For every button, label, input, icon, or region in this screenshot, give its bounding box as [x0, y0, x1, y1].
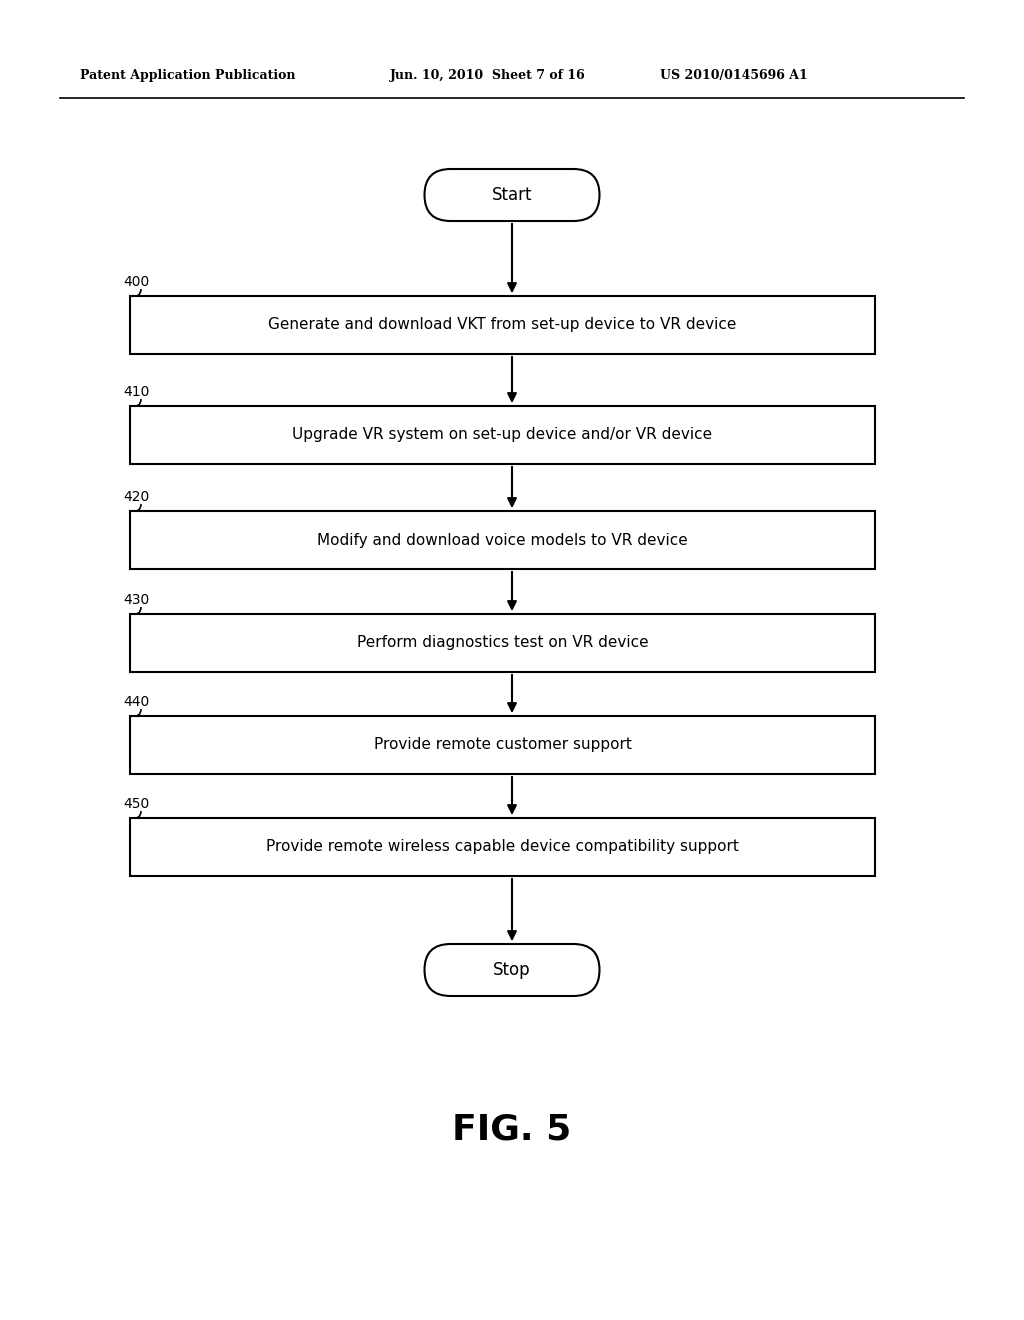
Text: Modify and download voice models to VR device: Modify and download voice models to VR d…	[317, 532, 688, 548]
Bar	[130, 818, 874, 876]
Text: 430: 430	[123, 593, 150, 607]
Bar	[130, 407, 874, 465]
FancyBboxPatch shape	[425, 944, 599, 997]
Text: Patent Application Publication: Patent Application Publication	[80, 69, 296, 82]
Text: 420: 420	[123, 490, 150, 504]
Text: Start: Start	[492, 186, 532, 205]
Text: Upgrade VR system on set-up device and/or VR device: Upgrade VR system on set-up device and/o…	[293, 428, 713, 442]
Text: US 2010/0145696 A1: US 2010/0145696 A1	[660, 69, 808, 82]
Text: Jun. 10, 2010  Sheet 7 of 16: Jun. 10, 2010 Sheet 7 of 16	[390, 69, 586, 82]
Text: FIG. 5: FIG. 5	[453, 1113, 571, 1147]
Bar	[130, 614, 874, 672]
Bar	[130, 296, 874, 354]
Bar	[130, 715, 874, 774]
Text: Generate and download VKT from set-up device to VR device: Generate and download VKT from set-up de…	[268, 318, 736, 333]
Text: Stop: Stop	[494, 961, 530, 979]
Text: Perform diagnostics test on VR device: Perform diagnostics test on VR device	[356, 635, 648, 651]
Bar	[130, 511, 874, 569]
Text: 410: 410	[123, 385, 150, 399]
Text: 400: 400	[123, 275, 150, 289]
Text: 450: 450	[123, 797, 150, 810]
Text: Provide remote customer support: Provide remote customer support	[374, 738, 632, 752]
Text: 440: 440	[123, 696, 150, 709]
FancyBboxPatch shape	[425, 169, 599, 220]
Text: Provide remote wireless capable device compatibility support: Provide remote wireless capable device c…	[266, 840, 739, 854]
